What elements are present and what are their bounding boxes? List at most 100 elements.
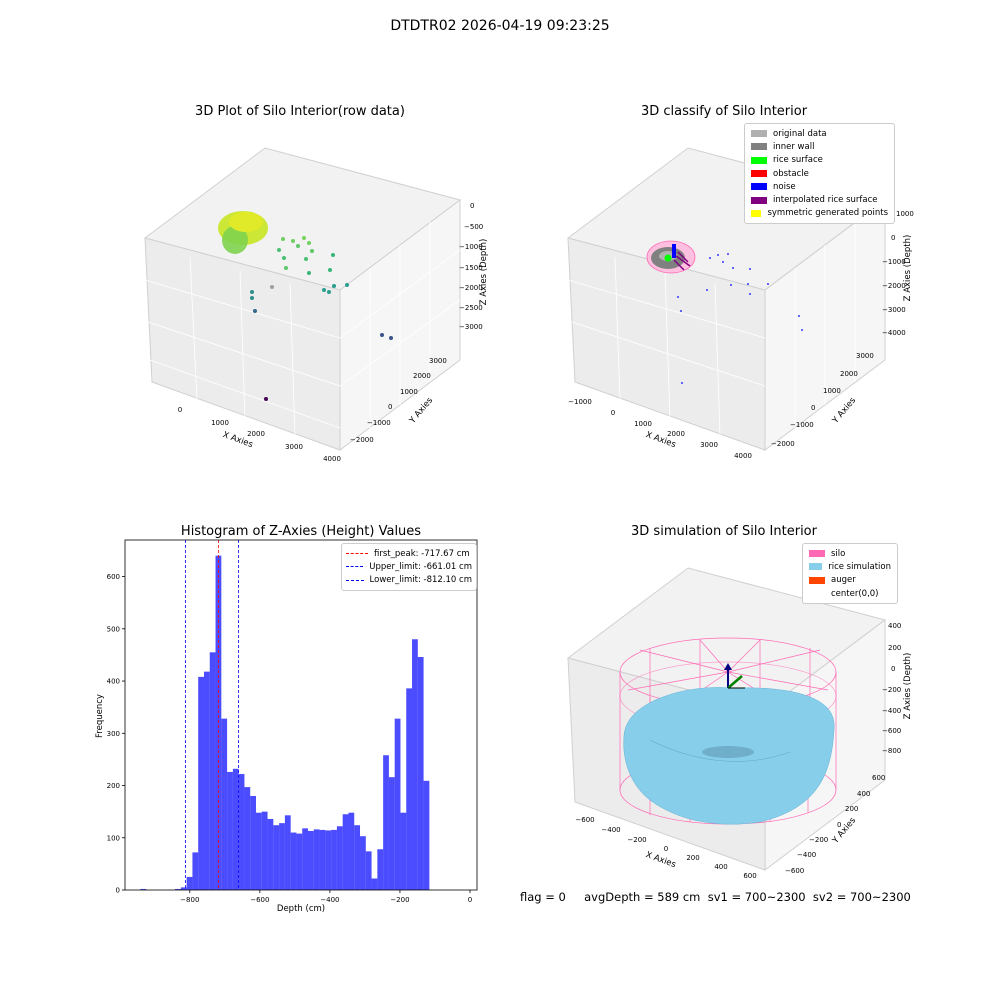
y-tick-label: 500 (107, 625, 120, 633)
classify-legend: original data inner wall rice surface ob… (744, 123, 895, 225)
legend-inner-wall: inner wall (751, 140, 888, 153)
histogram-bar (238, 774, 245, 890)
legend-silo: silo (809, 547, 891, 560)
histogram-bar (354, 825, 361, 890)
histogram-bar (388, 777, 395, 890)
y-axis-ticks: 0 100 200 300 400 500 600 (107, 573, 125, 895)
histogram-bar (296, 833, 303, 890)
x-tick: 4000 (734, 452, 752, 460)
classify-3d-plot: −1000 0 1000 2000 3000 4000 3000 2000 10… (566, 147, 914, 460)
y-tick: −400 (797, 851, 816, 859)
legend-lower-limit: Lower_limit: -812.10 cm (346, 574, 472, 587)
z-tick: −4000 (882, 329, 906, 337)
z-tick: −200 (882, 686, 901, 694)
auger-marker (724, 663, 745, 689)
histogram-bars (140, 555, 430, 890)
swatch-icon (809, 576, 825, 584)
histogram-bar (400, 812, 407, 890)
y-tick: −1000 (790, 421, 814, 429)
histogram-bar (284, 815, 291, 890)
histogram-bar (267, 818, 274, 890)
swatch-icon (751, 183, 767, 191)
histogram-bar (360, 836, 366, 890)
x-tick: −600 (575, 816, 594, 824)
histogram-bar (313, 829, 320, 890)
z-tick: −500 (464, 223, 483, 231)
classified-points (646, 240, 803, 384)
y-tick: 600 (872, 774, 885, 782)
histogram-bar (261, 811, 268, 890)
x-axis-label: X Axies (644, 850, 677, 870)
legend-interpolated: interpolated rice surface (751, 193, 888, 206)
dashed-line-icon (346, 553, 368, 555)
histogram-bar (279, 823, 285, 890)
y-tick-label: 200 (107, 782, 120, 790)
x-tick: 3000 (285, 443, 303, 451)
legend-obstacle: obstacle (751, 167, 888, 180)
histogram-bar (186, 876, 193, 890)
y-tick: −1000 (367, 419, 391, 427)
z-tick: −2000 (882, 282, 906, 290)
histogram-bar (180, 887, 187, 890)
histogram-bar (365, 851, 372, 890)
z-axis-label: Z Axies (Depth) (903, 235, 913, 302)
legend-symmetric: symmetric generated points (751, 207, 888, 220)
x-tick: 2000 (667, 430, 685, 438)
x-tick: 0 (178, 406, 182, 414)
simulation-3d-plot: −600 −400 −200 0 200 400 600 600 400 200… (566, 567, 913, 880)
z-tick: −400 (882, 707, 901, 715)
y-tick: −600 (785, 867, 804, 875)
x-axis-label: Depth (cm) (277, 904, 325, 914)
swatch-icon (751, 196, 767, 204)
legend-auger: auger (809, 574, 891, 587)
y-tick: 400 (857, 790, 870, 798)
swatch-icon (751, 156, 767, 164)
histogram-bar (319, 829, 326, 890)
histogram-bar (348, 812, 355, 890)
histogram-bar (221, 718, 228, 890)
z-tick: −600 (882, 727, 901, 735)
legend-upper-limit: Upper_limit: -661.01 cm (346, 560, 472, 573)
legend-center: center(0,0) (809, 587, 891, 600)
status-readout: flag = 0 avgDepth = 589 cm sv1 = 700~230… (520, 890, 911, 904)
figure-title: DTDTR02 2026-04-19 09:23:25 (390, 18, 610, 34)
z-tick: 0 (470, 202, 474, 210)
histogram-threshold-lines (185, 540, 239, 890)
histogram-bar (331, 829, 337, 890)
x-tick: 1000 (211, 419, 229, 427)
histogram-bar (336, 826, 343, 890)
y-tick: 1000 (400, 388, 418, 396)
axes-box (143, 147, 462, 451)
y-tick: −200 (809, 836, 828, 844)
x-tick: 400 (714, 863, 727, 871)
x-tick-label: −600 (250, 896, 269, 904)
raw-plot-title: 3D Plot of Silo Interior(row data) (195, 104, 405, 119)
histogram-bar (342, 814, 349, 890)
y-tick: −2000 (771, 440, 795, 448)
swatch-icon (809, 550, 825, 558)
z-tick: −3000 (459, 323, 483, 331)
x-tick: 0 (664, 845, 668, 853)
x-tick: −400 (601, 826, 620, 834)
x-tick: 0 (611, 409, 615, 417)
histogram-chart: −800 −600 −400 −200 0 0 100 200 300 400 500 600 De… (95, 539, 478, 914)
z-tick: −2500 (459, 304, 483, 312)
x-tick: −1000 (568, 398, 592, 406)
histogram-bar (383, 755, 389, 890)
swatch-icon (809, 563, 823, 571)
histogram-bar (198, 676, 204, 890)
histogram-bar (308, 830, 314, 890)
histogram-bar (273, 825, 280, 890)
histogram-bar (255, 812, 262, 890)
x-tick-label: −400 (320, 896, 339, 904)
histogram-bar (371, 878, 378, 890)
histogram-bar (412, 639, 418, 890)
histogram-bar (192, 852, 199, 890)
y-tick: 0 (388, 403, 392, 411)
z-axis-label: Z Axies (Depth) (903, 653, 913, 720)
histogram-bar (175, 888, 181, 890)
histogram-title: Histogram of Z-Axies (Height) Values (180, 524, 422, 539)
y-axis-label: Y Axies (830, 815, 858, 846)
z-tick: 400 (888, 622, 901, 630)
y-tick: 2000 (840, 370, 858, 378)
